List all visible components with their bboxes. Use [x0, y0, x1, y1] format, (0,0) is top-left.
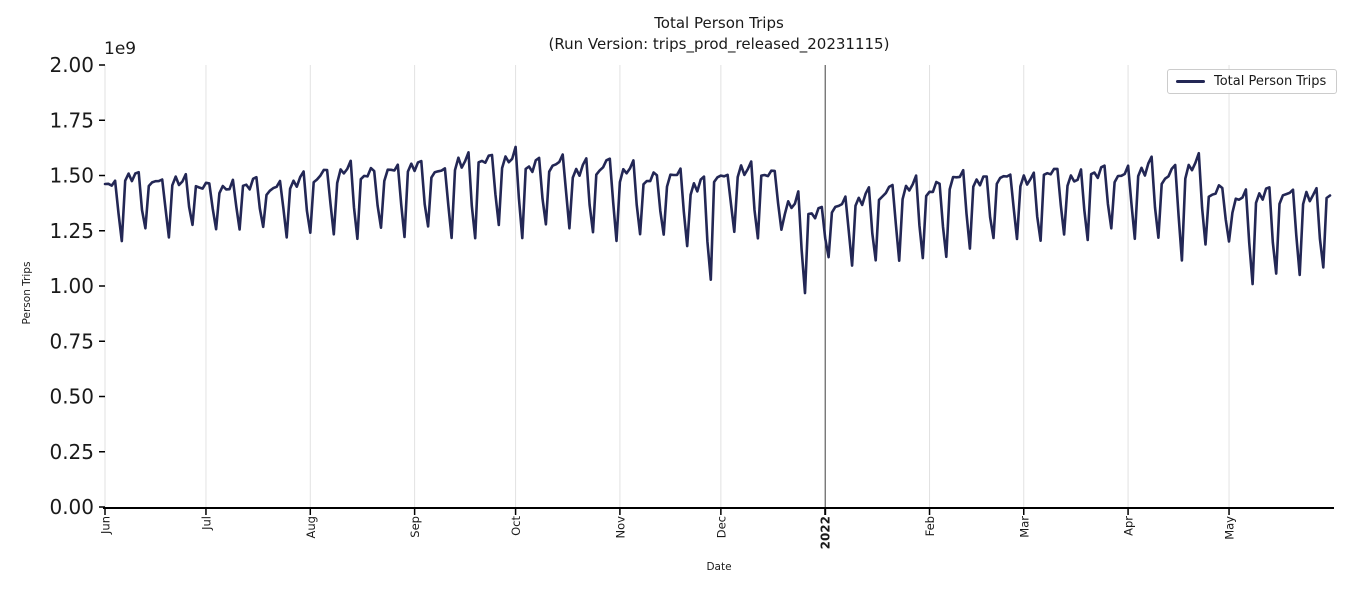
- legend-line-swatch: [1176, 79, 1205, 84]
- y-tick-label: 0.50: [49, 385, 94, 409]
- x-tick-label: Aug: [304, 516, 318, 538]
- y-tick-label: 2.00: [49, 53, 94, 77]
- y-tick-label: 1.00: [49, 274, 94, 298]
- x-tick-label: Nov: [613, 516, 627, 539]
- chart-title: Total Person Trips: [654, 14, 784, 32]
- x-tick-label: Sep: [408, 516, 422, 538]
- x-tick-label: Jun: [99, 516, 113, 535]
- legend-label: Total Person Trips: [1214, 74, 1327, 89]
- y-tick-label: 0.00: [49, 495, 94, 519]
- y-axis-offset-label: 1e9: [104, 39, 137, 59]
- y-tick-label: 0.25: [49, 440, 94, 464]
- y-tick-label: 1.50: [49, 164, 94, 188]
- x-tick-label: Feb: [923, 516, 937, 536]
- series-line-total-person-trips: [103, 145, 1332, 295]
- y-tick-label: 1.75: [49, 108, 94, 132]
- y-axis-label: Person Trips: [21, 261, 33, 325]
- x-tick-label: May: [1223, 516, 1237, 540]
- y-tick-label: 1.25: [49, 219, 94, 243]
- x-tick-label: Mar: [1017, 516, 1031, 538]
- legend: Total Person Trips: [1167, 69, 1338, 94]
- y-tick-label: 0.75: [49, 329, 94, 353]
- x-axis-label: Date: [706, 561, 732, 573]
- x-tick-label: 2022: [819, 516, 833, 549]
- x-tick-label: Oct: [509, 516, 523, 536]
- chart-subtitle: (Run Version: trips_prod_released_202311…: [548, 35, 890, 53]
- x-tick-label: Apr: [1122, 516, 1136, 536]
- x-tick-label: Dec: [714, 516, 728, 538]
- x-tick-label: Jul: [199, 516, 213, 531]
